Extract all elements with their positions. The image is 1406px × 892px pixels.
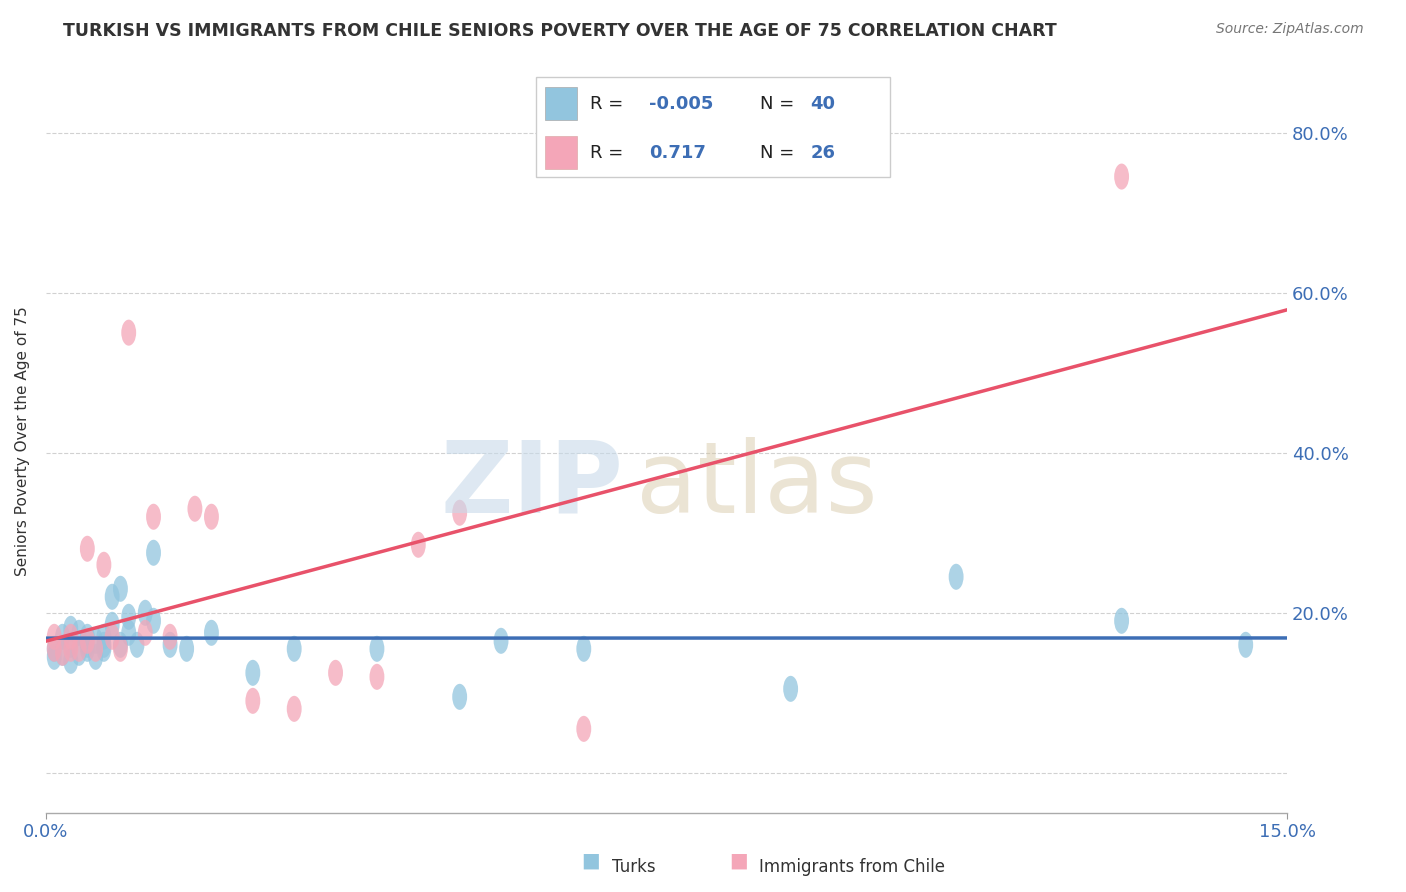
Ellipse shape	[80, 636, 94, 662]
Ellipse shape	[80, 624, 94, 650]
Ellipse shape	[328, 660, 343, 686]
Text: ▪: ▪	[728, 847, 748, 876]
Ellipse shape	[949, 564, 963, 590]
Text: Source: ZipAtlas.com: Source: ZipAtlas.com	[1216, 22, 1364, 37]
Ellipse shape	[1114, 607, 1129, 634]
Text: N =: N =	[761, 95, 800, 112]
Ellipse shape	[187, 496, 202, 522]
Ellipse shape	[97, 632, 111, 657]
Text: ZIP: ZIP	[440, 437, 623, 534]
Ellipse shape	[246, 688, 260, 714]
Ellipse shape	[89, 644, 103, 670]
Ellipse shape	[55, 640, 70, 665]
FancyBboxPatch shape	[546, 87, 578, 120]
Y-axis label: Seniors Poverty Over the Age of 75: Seniors Poverty Over the Age of 75	[15, 306, 30, 575]
Ellipse shape	[55, 624, 70, 650]
Ellipse shape	[121, 604, 136, 630]
Ellipse shape	[129, 632, 145, 657]
Ellipse shape	[55, 640, 70, 665]
Text: R =: R =	[591, 95, 628, 112]
Ellipse shape	[104, 624, 120, 650]
Ellipse shape	[287, 636, 302, 662]
Ellipse shape	[112, 636, 128, 662]
Ellipse shape	[576, 716, 592, 742]
Ellipse shape	[1239, 632, 1253, 657]
Ellipse shape	[494, 628, 509, 654]
Ellipse shape	[63, 615, 79, 642]
Ellipse shape	[46, 624, 62, 650]
Ellipse shape	[246, 660, 260, 686]
Text: ▪: ▪	[581, 847, 600, 876]
Ellipse shape	[576, 636, 592, 662]
Ellipse shape	[97, 636, 111, 662]
Ellipse shape	[104, 612, 120, 638]
Text: N =: N =	[761, 144, 800, 161]
Text: Immigrants from Chile: Immigrants from Chile	[759, 858, 945, 876]
Ellipse shape	[72, 640, 87, 665]
Ellipse shape	[104, 583, 120, 610]
Ellipse shape	[204, 504, 219, 530]
Text: 40: 40	[810, 95, 835, 112]
Ellipse shape	[453, 684, 467, 710]
Ellipse shape	[63, 648, 79, 673]
Text: Turks: Turks	[612, 858, 655, 876]
Ellipse shape	[89, 636, 103, 662]
Ellipse shape	[46, 644, 62, 670]
Ellipse shape	[1114, 163, 1129, 190]
Ellipse shape	[80, 632, 94, 657]
Ellipse shape	[89, 628, 103, 654]
Ellipse shape	[138, 620, 153, 646]
FancyBboxPatch shape	[536, 78, 890, 178]
Text: TURKISH VS IMMIGRANTS FROM CHILE SENIORS POVERTY OVER THE AGE OF 75 CORRELATION : TURKISH VS IMMIGRANTS FROM CHILE SENIORS…	[63, 22, 1057, 40]
Ellipse shape	[80, 536, 94, 562]
Ellipse shape	[63, 636, 79, 662]
Ellipse shape	[72, 636, 87, 662]
Ellipse shape	[370, 664, 384, 690]
Ellipse shape	[46, 636, 62, 662]
Ellipse shape	[204, 620, 219, 646]
Ellipse shape	[121, 620, 136, 646]
Ellipse shape	[146, 607, 160, 634]
Ellipse shape	[453, 500, 467, 525]
Text: -0.005: -0.005	[650, 95, 713, 112]
Text: 0.717: 0.717	[650, 144, 706, 161]
Ellipse shape	[138, 599, 153, 626]
Ellipse shape	[112, 632, 128, 657]
Ellipse shape	[121, 319, 136, 346]
Ellipse shape	[287, 696, 302, 722]
Text: atlas: atlas	[636, 437, 877, 534]
Ellipse shape	[63, 624, 79, 650]
Ellipse shape	[411, 532, 426, 558]
Text: 26: 26	[810, 144, 835, 161]
Ellipse shape	[46, 636, 62, 662]
Ellipse shape	[72, 620, 87, 646]
Ellipse shape	[163, 632, 177, 657]
Ellipse shape	[370, 636, 384, 662]
Ellipse shape	[63, 632, 79, 657]
Ellipse shape	[146, 540, 160, 566]
Ellipse shape	[179, 636, 194, 662]
Ellipse shape	[783, 676, 799, 702]
Text: R =: R =	[591, 144, 628, 161]
Ellipse shape	[146, 504, 160, 530]
Ellipse shape	[112, 575, 128, 602]
Ellipse shape	[97, 624, 111, 650]
Ellipse shape	[80, 628, 94, 654]
Ellipse shape	[163, 624, 177, 650]
FancyBboxPatch shape	[546, 136, 578, 169]
Ellipse shape	[97, 552, 111, 578]
